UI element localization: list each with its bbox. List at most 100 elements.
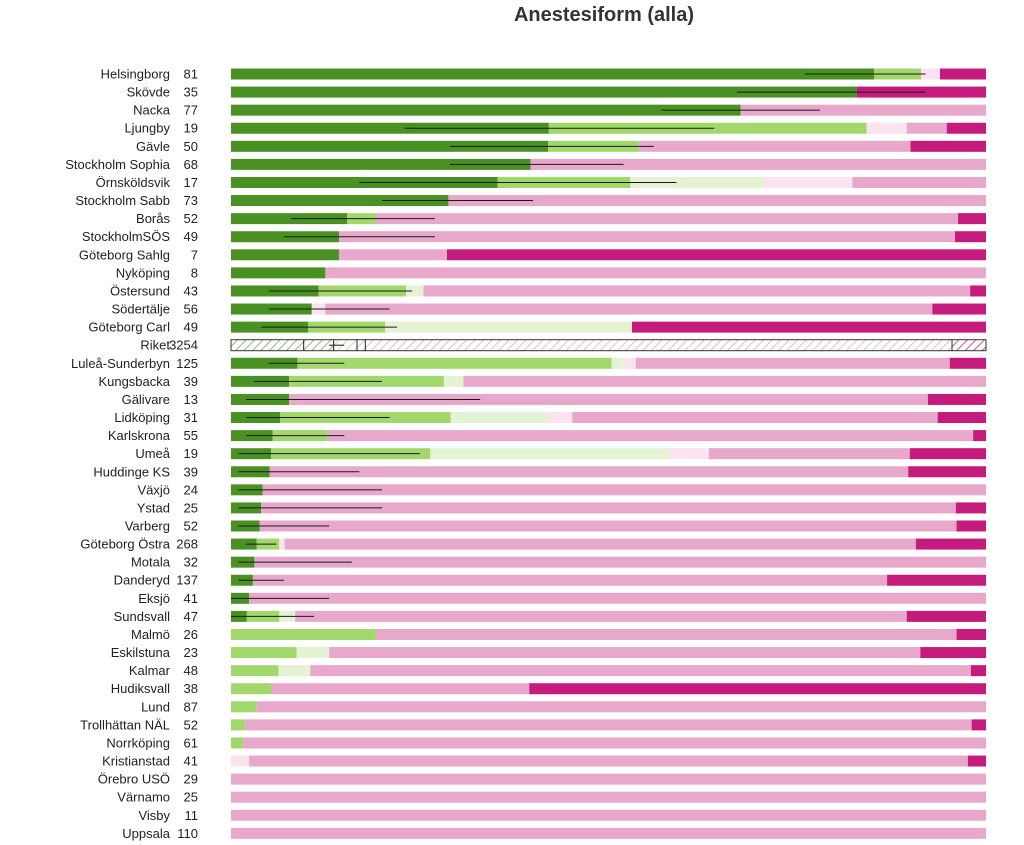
bar-segment-seg-6 bbox=[970, 665, 986, 677]
bar-rows: Helsingborg 81 Skövde 35 Nacka 77 Ljungby 19 Gäv… bbox=[65, 67, 987, 841]
bar-row: Stockholm Sophia 68 bbox=[65, 157, 986, 172]
bar-segment-seg-5 bbox=[852, 176, 986, 188]
row-count: 137 bbox=[176, 573, 198, 588]
bar-row: Göteborg Sahlg 7 bbox=[79, 247, 986, 262]
bar-segment-seg-5 bbox=[338, 231, 956, 243]
bar-segment-seg-5 bbox=[572, 412, 938, 424]
bar-segment-seg-5 bbox=[740, 104, 986, 116]
row-count: 87 bbox=[184, 699, 198, 714]
row-count: 23 bbox=[184, 645, 198, 660]
bar-segment-seg-4 bbox=[921, 68, 940, 80]
bar-segment-seg-5 bbox=[284, 538, 916, 550]
bar-segment-seg-1 bbox=[231, 104, 741, 116]
bar-row: Växjö 24 bbox=[137, 482, 987, 497]
bar-row: Hudiksvall 38 bbox=[111, 681, 986, 696]
bar-segment-seg-1 bbox=[231, 86, 857, 98]
bar-segment-seg-6 bbox=[939, 68, 986, 80]
bar-segment-seg-5 bbox=[262, 484, 987, 496]
bar-row: Sundsvall 47 bbox=[114, 609, 986, 624]
row-count: 26 bbox=[184, 627, 198, 642]
row-count: 110 bbox=[177, 826, 198, 841]
row-label: Lund bbox=[141, 699, 170, 714]
row-label: Malmö bbox=[131, 627, 170, 642]
bar-row: Huddinge KS 39 bbox=[93, 464, 986, 479]
bar-segment-seg-3 bbox=[278, 665, 311, 677]
bar-segment-seg-5 bbox=[329, 647, 921, 659]
bar-row: Kungsbacka 39 bbox=[98, 374, 986, 389]
bar-row: Danderyd 137 bbox=[114, 573, 986, 588]
row-count: 39 bbox=[184, 464, 198, 479]
row-label: StockholmSÖS bbox=[82, 229, 170, 244]
row-count: 17 bbox=[184, 175, 198, 190]
row-count: 47 bbox=[184, 609, 198, 624]
bar-segment-seg-5 bbox=[708, 448, 910, 460]
bar-segment-seg-6 bbox=[970, 285, 986, 297]
row-count: 61 bbox=[184, 735, 198, 750]
bar-segment-seg-5 bbox=[271, 683, 530, 695]
bar-row: Uppsala 110 bbox=[122, 826, 986, 841]
bar-row: Gävle 50 bbox=[136, 139, 986, 154]
bar-row: Ljungby 19 bbox=[124, 121, 986, 136]
bar-segment-seg-6 bbox=[529, 683, 986, 695]
bar-segment-seg-5 bbox=[231, 773, 986, 785]
bar-segment-seg-3 bbox=[296, 647, 330, 659]
row-label: Gälivare bbox=[122, 392, 170, 407]
bar-segment-seg-6 bbox=[906, 610, 986, 622]
row-label: Luleå-Sunderbyn bbox=[71, 356, 170, 371]
row-label: Eksjö bbox=[138, 591, 170, 606]
bar-segment-seg-4 bbox=[623, 357, 636, 369]
bar-segment-seg-5 bbox=[638, 140, 911, 152]
bar-segment-seg-4 bbox=[231, 755, 250, 767]
bar-segment-seg-3 bbox=[611, 357, 624, 369]
bar-segment-seg-6 bbox=[956, 520, 986, 532]
bar-segment-seg-1 bbox=[231, 249, 339, 261]
row-count: 68 bbox=[184, 157, 198, 172]
row-label: Lidköping bbox=[114, 410, 170, 425]
row-label: Eskilstuna bbox=[111, 645, 171, 660]
bar-segment-seg-5 bbox=[375, 213, 959, 225]
bar-segment-seg-6 bbox=[949, 357, 986, 369]
bar-row: Kalmar 48 bbox=[129, 663, 986, 678]
bar-segment-seg-5 bbox=[338, 249, 447, 261]
bar-segment-seg-6 bbox=[909, 448, 986, 460]
row-count: 19 bbox=[184, 121, 198, 136]
bar-segment-seg-5 bbox=[325, 303, 933, 315]
row-label: Ystad bbox=[137, 500, 170, 515]
row-label: Gävle bbox=[136, 139, 170, 154]
row-count: 55 bbox=[184, 428, 198, 443]
bar-segment-seg-3 bbox=[443, 375, 464, 387]
bar-row: Umeå 19 bbox=[135, 446, 986, 461]
bar-segment-seg-5 bbox=[423, 285, 971, 297]
row-label: Värnamo bbox=[117, 790, 170, 805]
row-count: 3254 bbox=[169, 338, 198, 353]
row-count: 56 bbox=[184, 302, 198, 317]
bar-row: Karlskrona 55 bbox=[108, 428, 986, 443]
bar-segment-seg-1 bbox=[231, 267, 326, 279]
bar-row: Lund 87 bbox=[141, 699, 986, 714]
bar-row: Värnamo 25 bbox=[117, 790, 986, 805]
bar-row: Borås 52 bbox=[136, 211, 986, 226]
row-count: 7 bbox=[191, 247, 198, 262]
row-label: Borås bbox=[136, 211, 170, 226]
bar-row: Nacka 77 bbox=[133, 103, 986, 118]
bar-segment-seg-1 bbox=[231, 122, 549, 134]
bar-row: Nyköping 8 bbox=[116, 265, 986, 280]
bar-segment-seg-5 bbox=[249, 755, 968, 767]
row-count: 24 bbox=[184, 482, 198, 497]
bar-row: Malmö 26 bbox=[131, 627, 986, 642]
bar-segment-seg-5 bbox=[327, 430, 974, 442]
row-count: 19 bbox=[184, 446, 198, 461]
row-label: Varberg bbox=[125, 519, 170, 534]
row-label: Riket bbox=[140, 338, 170, 353]
bar-row: Varberg 52 bbox=[125, 519, 986, 534]
bar-segment-seg-2 bbox=[231, 683, 272, 695]
bar-segment-seg-2 bbox=[231, 665, 279, 677]
bar-segment-seg-5 bbox=[249, 592, 986, 604]
row-count: 49 bbox=[184, 320, 198, 335]
bar-segment-seg-6 bbox=[967, 755, 986, 767]
row-label: Nacka bbox=[133, 103, 171, 118]
bar-segment-seg-6 bbox=[955, 502, 986, 514]
bar-segment-seg-6 bbox=[932, 303, 986, 315]
bar-segment-seg-6 bbox=[915, 538, 986, 550]
bar-segment-seg-6 bbox=[908, 466, 986, 478]
